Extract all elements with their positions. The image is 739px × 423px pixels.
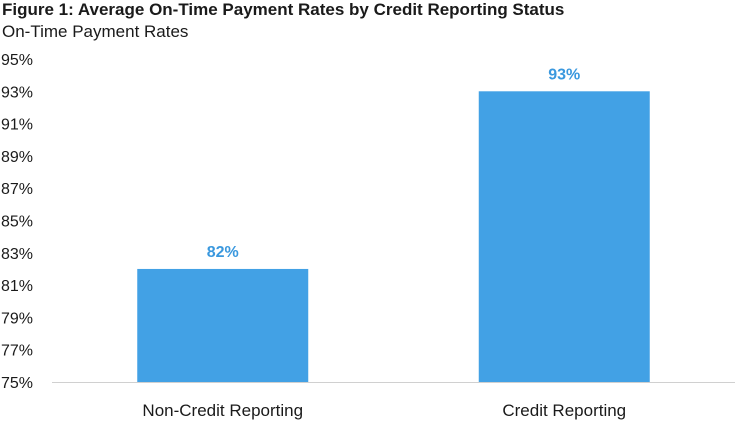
y-tick-label: 95%: [1, 52, 33, 69]
y-tick-label: 87%: [1, 181, 33, 198]
bar: [137, 268, 309, 382]
x-category-label: Non-Credit Reporting: [142, 401, 303, 420]
y-tick-label: 93%: [1, 84, 33, 101]
bar-data-label: 82%: [207, 244, 239, 261]
y-tick-label: 91%: [1, 117, 33, 134]
category-labels: Non-Credit Reporting Credit Reporting: [142, 401, 626, 420]
y-tick-label: 89%: [1, 149, 33, 166]
chart-subtitle: On-Time Payment Rates: [2, 22, 189, 41]
bars: 82% 93%: [137, 66, 650, 383]
y-tick-label: 83%: [1, 246, 33, 263]
y-axis-ticks: 75% 77% 79% 81% 83% 85% 87% 89% 91% 93% 95%: [1, 52, 33, 392]
y-tick-label: 85%: [1, 214, 33, 231]
bar-data-label: 93%: [548, 66, 580, 83]
y-tick-label: 77%: [1, 343, 33, 360]
y-tick-label: 75%: [1, 375, 33, 392]
bar: [478, 91, 650, 383]
chart-title: Figure 1: Average On-Time Payment Rates …: [2, 0, 565, 19]
y-tick-label: 81%: [1, 278, 33, 295]
x-category-label: Credit Reporting: [502, 401, 626, 420]
y-tick-label: 79%: [1, 310, 33, 327]
